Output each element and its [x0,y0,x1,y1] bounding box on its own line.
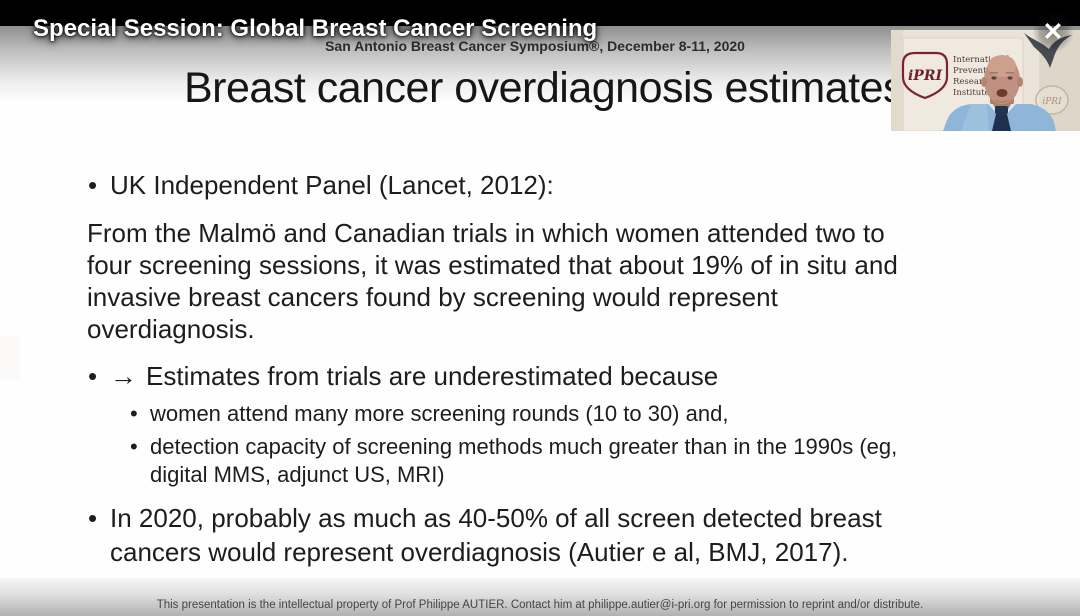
paragraph-line: overdiagnosis. [87,314,255,344]
bullet-2020: • In 2020, probably as much as 40-50% of… [88,501,882,569]
close-button[interactable]: ✕ [1032,11,1074,53]
bullet-2020-line: In 2020, probably as much as 40-50% of a… [110,503,882,533]
sub-bullet-detection-line: detection capacity of screening methods … [150,434,898,459]
org-name: International Prevention Research Instit… [953,55,1010,98]
presenter-webcam: iPRI International Prevention Research I… [891,30,1080,132]
eagle-icon [1024,33,1072,68]
bullet-marker: • [130,434,138,459]
org-name-line: International [953,55,1010,65]
bullet-marker: • [88,361,98,391]
bullet-2020-line: cancers would represent overdiagnosis (A… [110,537,849,567]
paragraph-line: From the Malmö and Canadian trials in wh… [87,218,885,248]
presenter-person [943,55,1056,131]
player-top-bar [0,0,1080,26]
ipri-crest-logo: iPRI [901,51,949,100]
bullet-uk-panel: • UK Independent Panel (Lancet, 2012): [88,169,554,201]
bullet-uk-panel-text: UK Independent Panel (Lancet, 2012): [110,170,554,200]
copyright-notice: This presentation is the intellectual pr… [156,599,924,611]
sub-bullet-rounds-text: women attend many more screening rounds … [150,401,729,426]
left-edge-artifact [0,336,20,380]
session-title: Special Session: Global Breast Cancer Sc… [33,15,598,42]
bullet-estimates-text: Estimates from trials are underestimated… [146,361,719,391]
paragraph-line: invasive breast cancers found by screeni… [87,282,778,312]
presenter-webcam-image: iPRI International Prevention Research I… [891,30,1080,132]
paragraph-malmo: From the Malmö and Canadian trials in wh… [87,217,898,345]
slide-footer-bar: This presentation is the intellectual pr… [0,578,1080,616]
org-name-line: Prevention [953,66,1000,76]
bullet-estimates: • → Estimates from trials are underestim… [88,360,718,392]
paragraph-line: four screening sessions, it was estimate… [87,250,898,280]
ipri-watermark: iPRI [1035,85,1069,115]
bullet-marker: • [88,503,98,533]
ipri-watermark-text: iPRI [1042,97,1062,107]
sub-bullet-detection: • detection capacity of screening method… [130,433,897,489]
sub-bullet-detection-line: digital MMS, adjunct US, MRI) [150,462,445,487]
org-name-line: Research [953,77,994,87]
slide-title: Breast cancer overdiagnosis estimates [183,64,905,112]
arrow-icon: → [110,361,137,391]
sub-bullet-rounds: • women attend many more screening round… [130,400,728,428]
org-name-line: Institute [953,88,990,98]
symposium-line: San Antonio Breast Cancer Symposium®, De… [325,38,745,54]
bullet-marker: • [130,401,138,426]
bullet-marker: • [88,170,98,200]
ipri-crest-text: iPRI [908,68,942,84]
